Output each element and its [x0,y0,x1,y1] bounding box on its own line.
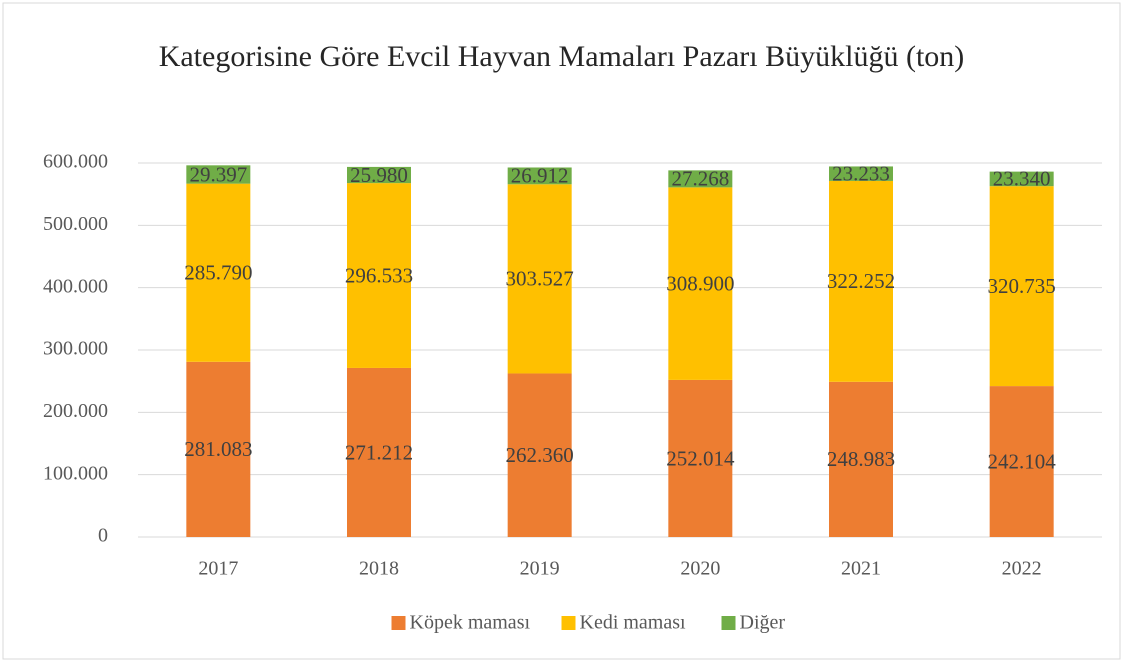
y-tick-label: 0 [98,525,108,547]
value-label: 296.533 [345,263,413,287]
value-label: 252.014 [666,446,735,470]
value-label: 308.900 [666,271,734,295]
value-label: 27.268 [671,167,729,191]
chart-title: Kategorisine Göre Evcil Hayvan Mamaları … [158,40,965,73]
y-tick-label: 600.000 [43,151,108,173]
y-tick-label: 400.000 [43,275,108,297]
value-label: 303.527 [506,267,574,291]
bar-segment [186,183,251,362]
x-tick-label: 2021 [841,558,881,580]
y-tick-label: 200.000 [43,400,108,422]
value-label: 23.233 [832,162,890,186]
legend-swatch [561,616,576,630]
legend-label: Diğer [740,612,786,634]
x-tick-label: 2019 [520,558,560,580]
bar-segment [347,183,411,368]
y-tick-label: 500.000 [43,213,108,235]
value-label: 29.397 [189,162,247,186]
x-tick-label: 2022 [1002,558,1042,580]
bar-segment [347,367,411,537]
bar-segment [668,187,733,380]
x-tick-label: 2017 [198,558,238,580]
value-label: 322.252 [827,269,895,293]
legend-swatch [391,616,406,630]
bar-segment [507,167,572,185]
y-tick-label: 300.000 [43,338,108,360]
value-label: 26.912 [511,164,569,188]
y-tick-label: 100.000 [43,462,108,484]
bar-segment [186,361,251,537]
value-label: 23.340 [993,167,1051,191]
bar-segment [829,166,893,181]
bar-segment [186,165,251,184]
value-label: 281.083 [184,437,252,461]
bar-segment [507,373,572,537]
legend-label: Köpek maması [410,612,531,634]
legend-label: Kedi maması [580,612,687,634]
value-label: 320.735 [988,274,1056,298]
value-label: 25.980 [350,163,408,187]
bar-segment [507,184,572,374]
bar-segment [989,171,1054,187]
value-label: 285.790 [184,261,252,285]
bar-segment [668,379,733,537]
bar-segment [829,381,893,537]
x-tick-label: 2018 [359,558,399,580]
value-label: 271.212 [345,440,413,464]
bar-segment [989,386,1054,537]
value-label: 242.104 [988,449,1057,473]
bar-segment [989,186,1054,387]
value-label: 248.983 [827,447,895,471]
legend-swatch [721,616,736,630]
value-label: 262.360 [506,443,574,467]
x-tick-label: 2020 [680,558,720,580]
bar-segment [668,170,733,188]
bar-segment [829,180,893,382]
bar-segment [347,166,411,184]
